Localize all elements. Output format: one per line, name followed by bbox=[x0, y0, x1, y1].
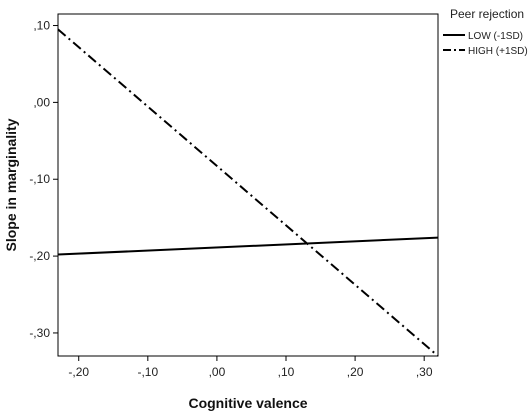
x-tick-label: -,20 bbox=[68, 365, 89, 379]
legend-title: Peer rejection bbox=[450, 7, 524, 21]
y-tick-label: -,30 bbox=[29, 326, 50, 340]
x-tick-label: ,10 bbox=[278, 365, 295, 379]
y-tick-label: -,10 bbox=[29, 172, 50, 186]
series-layer bbox=[57, 28, 439, 357]
y-axis-title: Slope in marginality bbox=[3, 118, 19, 251]
plot-frame bbox=[57, 13, 439, 357]
series-line-high bbox=[57, 28, 439, 357]
x-tick-label: ,00 bbox=[209, 365, 226, 379]
legend-label-low: LOW (-1SD) bbox=[468, 31, 523, 42]
x-tick-label: ,30 bbox=[416, 365, 433, 379]
y-axis: ,10 ,00 -,10 -,20 -,30 bbox=[29, 19, 58, 340]
y-tick-label: ,10 bbox=[33, 19, 50, 33]
x-tick-label: -,10 bbox=[137, 365, 158, 379]
series-line-low bbox=[57, 236, 439, 256]
legend-label-high: HIGH (+1SD) bbox=[468, 46, 528, 57]
x-axis: -,20 -,10 ,00 ,10 ,20 ,30 bbox=[68, 356, 433, 379]
x-tick-label: ,20 bbox=[347, 365, 364, 379]
legend: Peer rejection LOW (-1SD) HIGH (+1SD) bbox=[443, 7, 528, 57]
x-axis-title: Cognitive valence bbox=[188, 395, 307, 411]
y-tick-label: ,00 bbox=[33, 95, 50, 109]
y-tick-label: -,20 bbox=[29, 249, 50, 263]
